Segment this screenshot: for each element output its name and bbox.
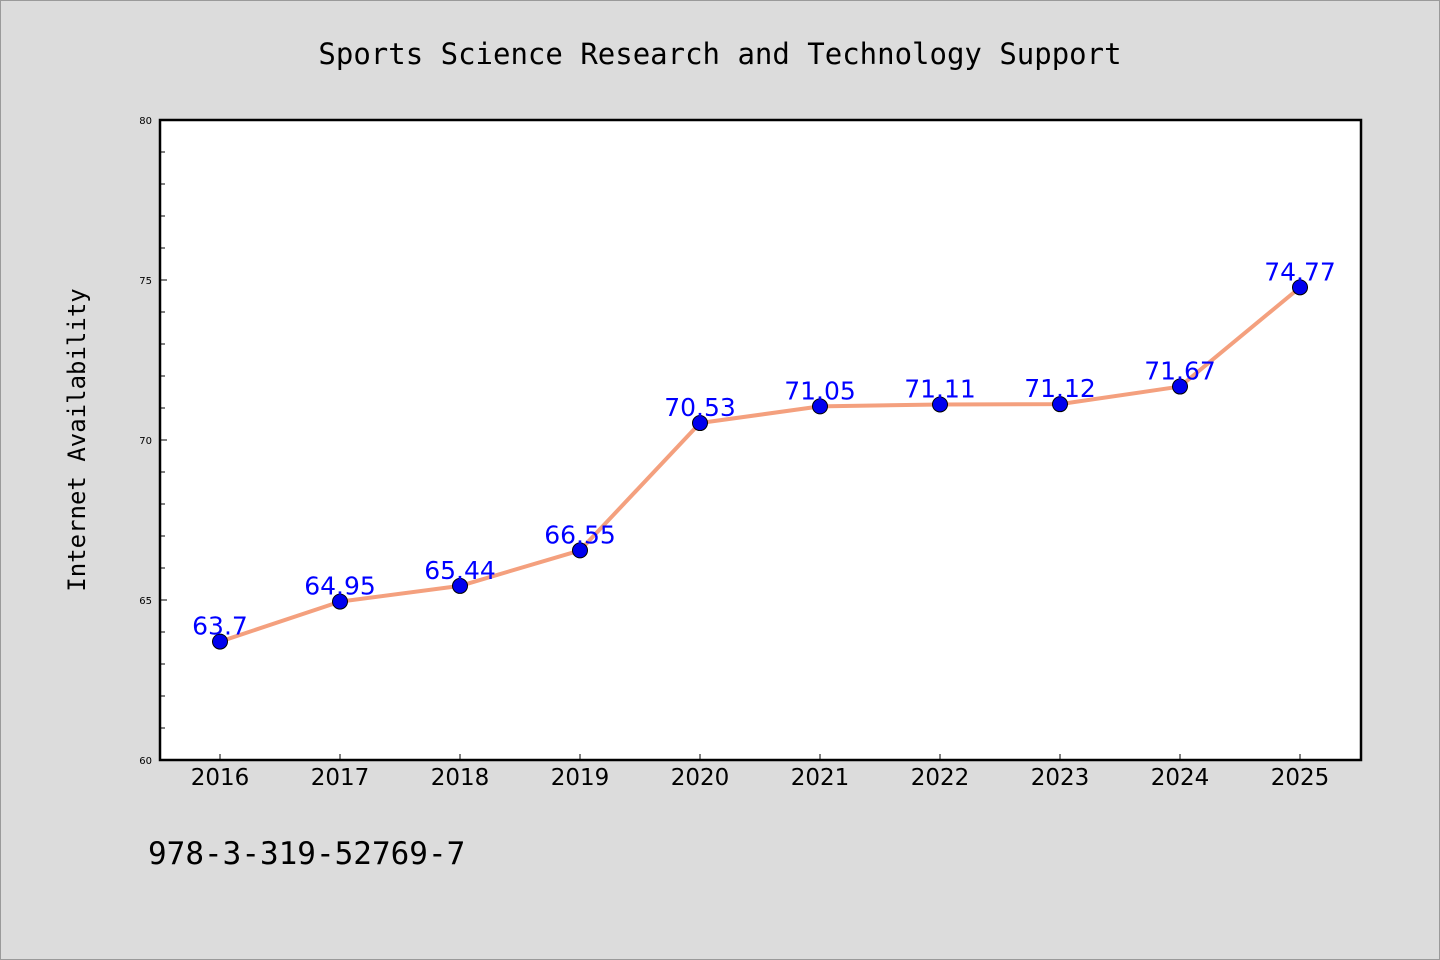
series-line xyxy=(218,285,1302,644)
data-point xyxy=(812,398,828,415)
y-tick-label: 65 xyxy=(139,596,152,607)
plot-frame xyxy=(158,118,1363,762)
chart-title: Sports Science Research and Technology S… xyxy=(318,37,1121,71)
data-label: 71.05 xyxy=(784,376,856,405)
data-label: 63.7 xyxy=(192,612,248,641)
data-point xyxy=(212,633,228,650)
x-tick-label: 2025 xyxy=(1271,765,1330,791)
x-tick-label: 2017 xyxy=(311,765,370,791)
data-label: 71.67 xyxy=(1144,357,1216,386)
markers-group xyxy=(212,279,1308,650)
data-point xyxy=(572,542,588,559)
footer-isbn: 978-3-319-52769-7 xyxy=(148,836,465,872)
data-point xyxy=(452,577,468,594)
y-axis-label: Internet Availability xyxy=(63,288,91,591)
x-axis: 2016 2017 2018 2019 2020 2021 2022 2023 2024 2025 xyxy=(191,754,1330,791)
x-tick-label: 2020 xyxy=(671,765,730,791)
x-tick-label: 2016 xyxy=(191,765,250,791)
data-point xyxy=(692,415,708,432)
series-line-group xyxy=(218,285,1302,644)
y-tick-label: 70 xyxy=(139,436,152,447)
y-tick-label: 75 xyxy=(139,276,152,287)
data-point xyxy=(1292,279,1308,296)
data-point xyxy=(1052,396,1068,413)
data-label: 71.11 xyxy=(904,374,976,403)
x-tick-label: 2023 xyxy=(1031,765,1090,791)
x-tick-label: 2022 xyxy=(911,765,970,791)
data-label: 70.53 xyxy=(664,393,736,422)
data-point xyxy=(332,593,348,610)
y-tick-label: 80 xyxy=(139,116,152,127)
y-tick-label: 60 xyxy=(139,756,152,767)
x-tick-label: 2018 xyxy=(431,765,490,791)
data-point xyxy=(932,396,948,413)
data-labels-group: 63.7 64.95 65.44 66.55 70.53 71.05 71.11 71.12 7… xyxy=(192,257,1336,640)
x-tick-label: 2019 xyxy=(551,765,610,791)
data-label: 66.55 xyxy=(544,520,616,549)
x-tick-label: 2024 xyxy=(1151,765,1210,791)
data-point xyxy=(1172,378,1188,395)
x-tick-label: 2021 xyxy=(791,765,850,791)
data-label: 71.12 xyxy=(1024,374,1096,403)
plot-area xyxy=(160,120,1361,760)
data-label: 74.77 xyxy=(1264,257,1336,286)
data-label: 65.44 xyxy=(424,556,496,585)
data-label: 64.95 xyxy=(304,572,376,601)
